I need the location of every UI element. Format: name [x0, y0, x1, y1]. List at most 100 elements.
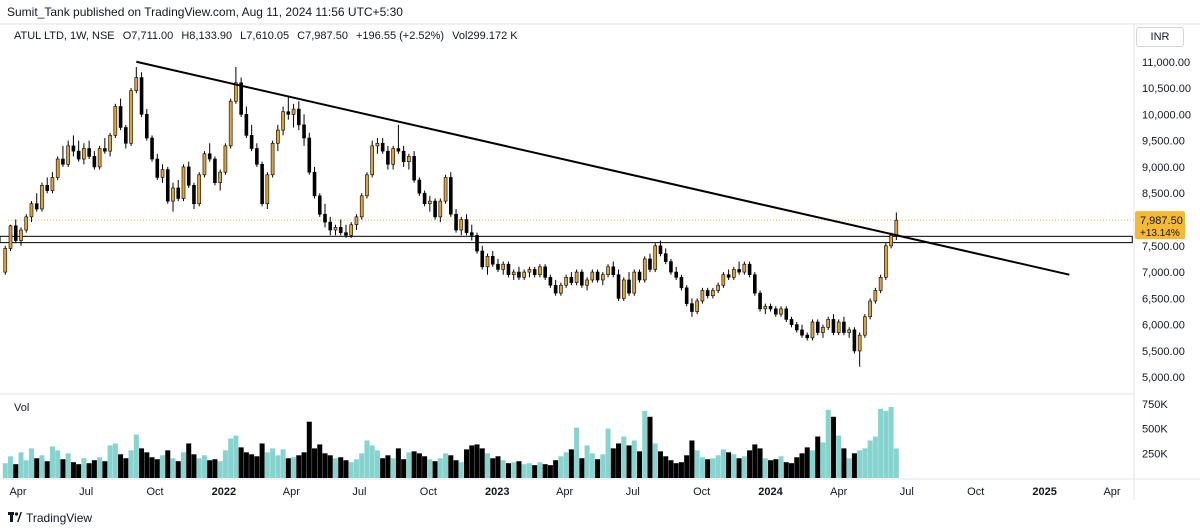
- candle[interactable]: [684, 287, 689, 304]
- candle[interactable]: [66, 145, 70, 165]
- candle[interactable]: [758, 292, 762, 310]
- candle[interactable]: [13, 225, 18, 241]
- candle[interactable]: [417, 179, 422, 194]
- candle[interactable]: [511, 271, 516, 276]
- candle[interactable]: [354, 216, 359, 226]
- currency-button[interactable]: INR: [1136, 27, 1184, 47]
- candle[interactable]: [82, 148, 86, 160]
- candle[interactable]: [847, 329, 851, 333]
- candle[interactable]: [700, 290, 705, 302]
- candle[interactable]: [485, 256, 490, 268]
- candle[interactable]: [76, 150, 81, 160]
- candle[interactable]: [40, 185, 44, 210]
- candle[interactable]: [449, 177, 453, 215]
- candle[interactable]: [522, 271, 526, 278]
- candle[interactable]: [207, 153, 212, 160]
- candle[interactable]: [359, 195, 364, 218]
- candle[interactable]: [527, 269, 532, 273]
- candle[interactable]: [606, 266, 610, 276]
- candle[interactable]: [134, 77, 139, 91]
- candle[interactable]: [87, 148, 91, 157]
- candle[interactable]: [753, 274, 757, 294]
- candle[interactable]: [601, 274, 605, 281]
- candle[interactable]: [506, 263, 511, 276]
- candle[interactable]: [842, 321, 846, 333]
- candle[interactable]: [213, 158, 217, 183]
- candle[interactable]: [711, 290, 715, 297]
- candle[interactable]: [150, 137, 154, 160]
- candle[interactable]: [61, 158, 65, 165]
- candle[interactable]: [532, 269, 537, 276]
- candle[interactable]: [621, 279, 626, 299]
- candle[interactable]: [45, 185, 50, 191]
- candle[interactable]: [443, 177, 448, 202]
- candle[interactable]: [648, 258, 652, 270]
- candle[interactable]: [690, 303, 694, 312]
- candle[interactable]: [71, 145, 76, 152]
- candle[interactable]: [144, 114, 149, 139]
- candle[interactable]: [139, 77, 144, 115]
- candle[interactable]: [323, 213, 327, 223]
- candle[interactable]: [118, 106, 123, 128]
- candle[interactable]: [464, 219, 469, 233]
- candle[interactable]: [234, 82, 238, 102]
- candle[interactable]: [386, 150, 390, 165]
- candle[interactable]: [365, 174, 369, 197]
- trendline[interactable]: [136, 60, 1070, 276]
- candle[interactable]: [658, 245, 663, 254]
- candle[interactable]: [281, 111, 285, 131]
- candle[interactable]: [763, 305, 768, 310]
- candle[interactable]: [884, 245, 888, 278]
- candle[interactable]: [202, 153, 207, 176]
- candle[interactable]: [742, 263, 747, 273]
- candle[interactable]: [244, 114, 249, 136]
- candle[interactable]: [317, 195, 322, 215]
- candle[interactable]: [627, 279, 631, 294]
- price-chart[interactable]: 5,000.00 5,500.00 6,000.00 6,500.00 7,000.00…: [0, 0, 1200, 505]
- candle[interactable]: [438, 200, 443, 218]
- candle[interactable]: [34, 203, 39, 210]
- candle[interactable]: [412, 156, 416, 181]
- candle[interactable]: [815, 321, 820, 333]
- candle[interactable]: [396, 148, 401, 152]
- candle[interactable]: [276, 129, 280, 144]
- candle[interactable]: [92, 156, 97, 168]
- candle[interactable]: [50, 177, 55, 191]
- candle[interactable]: [422, 192, 427, 205]
- candle[interactable]: [181, 166, 186, 199]
- candle[interactable]: [726, 274, 731, 278]
- candle[interactable]: [863, 316, 867, 336]
- candle[interactable]: [475, 234, 479, 252]
- candle[interactable]: [595, 271, 600, 281]
- candle[interactable]: [669, 261, 673, 273]
- candle[interactable]: [800, 329, 804, 336]
- candle[interactable]: [721, 274, 726, 286]
- candle[interactable]: [124, 127, 128, 144]
- symbol-label[interactable]: ATUL LTD, 1W, NSE: [14, 30, 115, 42]
- candle[interactable]: [454, 213, 458, 231]
- candle[interactable]: [480, 250, 485, 268]
- candle[interactable]: [286, 111, 291, 115]
- candle[interactable]: [496, 263, 500, 270]
- candle[interactable]: [249, 135, 254, 149]
- candle[interactable]: [103, 148, 107, 152]
- candle[interactable]: [894, 219, 899, 236]
- candle[interactable]: [857, 334, 862, 352]
- candle[interactable]: [716, 284, 720, 291]
- candle[interactable]: [695, 300, 699, 312]
- candle[interactable]: [794, 324, 799, 331]
- candle[interactable]: [459, 219, 464, 231]
- candle[interactable]: [260, 163, 264, 205]
- candle[interactable]: [501, 263, 506, 270]
- candle[interactable]: [642, 258, 647, 281]
- candle[interactable]: [821, 326, 825, 333]
- candle[interactable]: [344, 232, 348, 236]
- candle[interactable]: [291, 108, 296, 115]
- candle[interactable]: [192, 185, 196, 205]
- candle[interactable]: [155, 158, 160, 178]
- candle[interactable]: [674, 271, 678, 278]
- candle[interactable]: [805, 334, 810, 339]
- candle[interactable]: [307, 137, 312, 173]
- candle[interactable]: [852, 329, 857, 352]
- candle[interactable]: [868, 300, 872, 318]
